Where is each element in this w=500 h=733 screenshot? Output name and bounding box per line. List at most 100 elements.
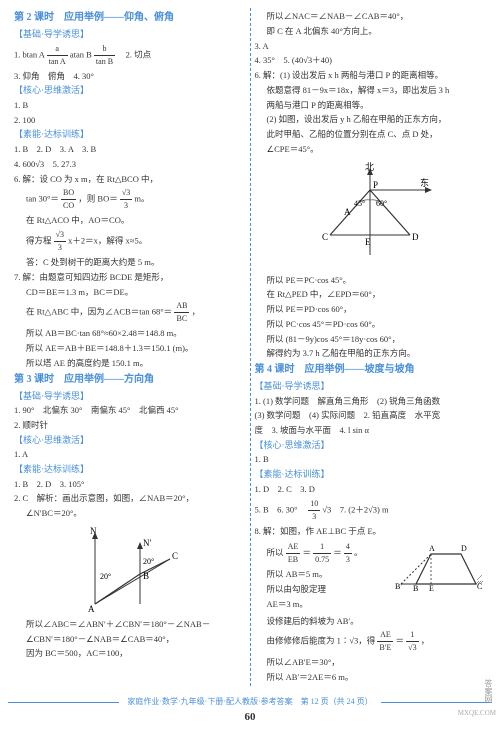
left-column: 第 2 课时 应用举例——仰角、俯角 【基础·导学诱思】 1. btan A a… (10, 8, 251, 686)
r7b: 在 Rt△PED 中，∠EPD＝60°， (267, 288, 487, 301)
svg-text:P: P (373, 180, 378, 190)
t: tan B (74, 49, 92, 59)
sec3-d2d: ∠CBN′＝180°－∠NAB＝∠CAB＝40°， (26, 633, 246, 646)
watermark-icon: 答案网 (483, 679, 494, 703)
t: 所以 (267, 548, 284, 558)
footer-text: 家庭作业·数学·九年级·下册·配人教版·参考答案 第 12 页（共 24 页） (0, 696, 500, 707)
svg-text:A: A (429, 544, 435, 553)
n: b (94, 43, 115, 56)
t: 5. B 6. 30° (255, 504, 307, 514)
svg-text:20°: 20° (143, 557, 154, 566)
r6f: ∠CPE＝45°。 (267, 143, 487, 156)
t: ＝ (302, 548, 311, 558)
slope-figure: A D B′ B E C (391, 539, 486, 598)
r6c: 两船与港口 P 的距离相等。 (267, 99, 487, 112)
svg-text:A: A (88, 604, 95, 614)
d: CO (61, 200, 76, 212)
n: AB (174, 300, 189, 313)
sec4-i1b: (3) 数学问题 (4) 实际问题 2. 铅直高度 水平宽 (255, 409, 487, 422)
t: m。 (134, 194, 149, 204)
sec2-d6d: 在 Rt△ACO 中，AO＝CO。 (26, 214, 246, 227)
frac: 1√3 (406, 629, 418, 654)
r7a: 所以 PE＝PC·cos 45°。 (267, 274, 487, 287)
frac: 43 (344, 541, 352, 566)
frac: √33 (54, 229, 66, 254)
t: ， (421, 636, 430, 646)
t: 由修修修后能度为 1∶√3，得 (267, 636, 376, 646)
r7e: 所以 (81－9y)cos 45°＝18y·cos 60°， (267, 333, 487, 346)
t: ＝ (333, 548, 342, 558)
sec4-d4: 5. B 6. 30° 103 √3 7. (2＋2√3) m (255, 498, 487, 523)
svg-text:20°: 20° (100, 572, 111, 581)
t: x＋2＝x，解得 x≈5。 (68, 235, 147, 245)
frac: ABBC (174, 300, 189, 325)
svg-text:A: A (344, 207, 351, 217)
page-footer: 家庭作业·数学·九年级·下册·配人教版·参考答案 第 12 页（共 24 页） … (0, 696, 500, 725)
sec2-d7b: CD＝BE＝1.3 m，BC＝DE。 (26, 286, 246, 299)
sec4-d8f: 所以由勾股定理 (267, 583, 392, 596)
n: 1 (406, 629, 418, 642)
t: ，则 BO＝ (78, 194, 117, 204)
svg-text:C: C (322, 232, 328, 242)
d: 3 (120, 200, 132, 212)
n: a (47, 43, 68, 56)
r7d: 所以 PC·cos 45°＝PD·cos 60°。 (267, 318, 487, 331)
d: √3 (406, 642, 418, 654)
r6b: 依题意得 81－9x＝18x，解得 x＝3，即出发后 3 h (267, 84, 487, 97)
t: ， (192, 307, 201, 317)
t: 2. 切点 (117, 49, 151, 59)
frac: √33 (120, 187, 132, 212)
r6d: (2) 如图，设出发后 y h 乙船在甲船的正东方向， (267, 113, 487, 126)
t: 。 (354, 548, 363, 558)
d: EB (286, 554, 301, 566)
t: 1. (14, 49, 20, 59)
d: BC (174, 313, 189, 325)
d: tan A (47, 56, 68, 68)
sec3-b3: 【素能·达标训练】 (14, 463, 246, 476)
sec2-b2: 【核心·思维激活】 (14, 84, 246, 97)
sec2-c1: 1. B (14, 99, 246, 112)
frac: 10.75 (313, 541, 331, 566)
sec4-c1: 1. B (255, 453, 487, 466)
sec2-d7e: 所以 AE＝AB＋BE＝148.8＋1.3＝150.1 (m)。 (26, 342, 246, 355)
sec3-c1: 1. A (14, 448, 246, 461)
sec2-d6b: tan 30°＝ BOCO ，则 BO＝ √33 m。 (26, 187, 246, 212)
ship-figure: 北 东 P A C D E 45° 60° (255, 160, 487, 270)
n: AE (377, 629, 393, 642)
frac: AEB′E (377, 629, 393, 654)
svg-text:B: B (143, 571, 149, 581)
sec2-b3: 【素能·达标训练】 (14, 128, 246, 141)
sec2-i3: 3. 仰角 俯角 4. 30° (14, 70, 246, 83)
svg-text:东: 东 (420, 177, 429, 188)
sec2-d6a: 6. 解：设 CO 为 x m，在 Rt△BCO 中， (14, 173, 246, 186)
svg-text:北: 北 (365, 162, 374, 172)
sec4-i1: 1. (1) 数学问题 解直角三角形 (2) 锐角三角函数 (255, 395, 487, 408)
sec4-b2: 【核心·思维激活】 (255, 439, 487, 452)
n: BO (61, 187, 76, 200)
svg-text:N: N (90, 526, 97, 536)
sec4-b3: 【素能·达标训练】 (255, 468, 487, 481)
sec4-d8g: AE＝3 m。 (267, 598, 392, 611)
svg-text:D: D (412, 232, 419, 242)
sec3-d2b: ∠N′BC＝20°。 (26, 507, 246, 520)
r2: 即 C 在 A 北偏东 40°方向上。 (267, 25, 487, 38)
sec2-d7c: 在 Rt△ABC 中，因为∠ACB＝tan 68°＝ ABBC ， (26, 300, 246, 325)
r6a: 6. 解：(1) 设出发后 x h 两船与港口 P 的距离相等。 (255, 69, 487, 82)
svg-text:N′: N′ (143, 538, 151, 548)
sec2-d7d: 所以 AB＝BC·tan 68°≈60×2.48＝148.8 m。 (26, 327, 246, 340)
svg-text:D: D (461, 544, 467, 553)
sec4-d8l: 所以 AB′＝2AE＝6 m。 (267, 671, 487, 684)
r7c: 所以 PE＝PD·cos 60°， (267, 303, 487, 316)
svg-text:E: E (365, 237, 371, 247)
page-number: 60 (0, 710, 500, 725)
sec4-title: 第 4 课时 应用举例——坡度与坡角 (255, 363, 487, 377)
direction-figure: N N′ A B C 20° 20° (14, 524, 246, 614)
sec2-d7a: 7. 解：由题意可知四边形 BCDE 是矩形， (14, 271, 246, 284)
n: 4 (344, 541, 352, 554)
sec4-d8h: 设修建后的斜坡为 AB′。 (267, 615, 487, 628)
sec4-d1: 1. D 2. C 3. D (255, 483, 487, 496)
sec3-i1: 1. 90° 北偏东 30° 南偏东 45° 北偏西 45° (14, 404, 246, 417)
t: ＝ (396, 636, 405, 646)
frac: AEEB (286, 541, 301, 566)
watermark-url: MXQE.COM (458, 709, 496, 719)
